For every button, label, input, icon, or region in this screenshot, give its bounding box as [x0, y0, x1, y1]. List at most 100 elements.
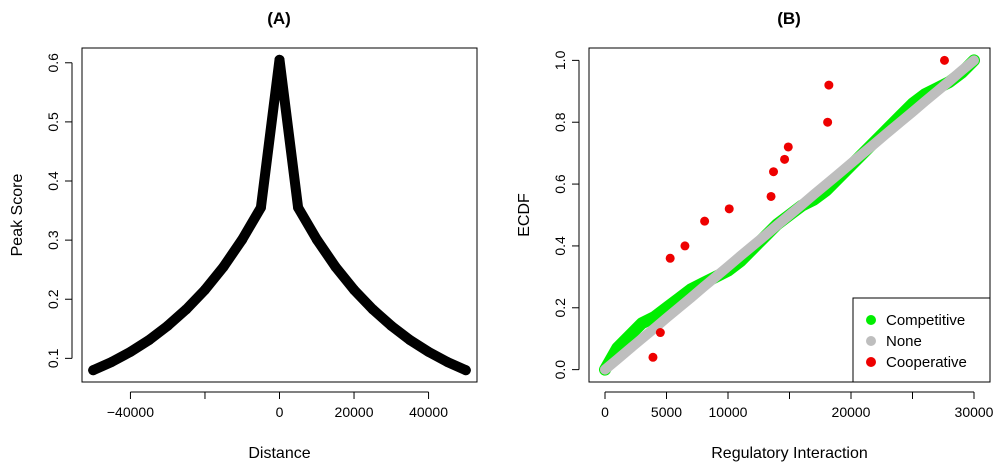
- none-point: [883, 128, 892, 137]
- none-point: [920, 97, 929, 106]
- peak-score-curve: [88, 54, 471, 376]
- x-tick-label: 5000: [651, 404, 682, 420]
- none-point: [785, 211, 794, 219]
- legend-label-none: None: [886, 333, 922, 350]
- y-tick-label: 0.2: [552, 298, 568, 318]
- x-axis-label: Regulatory Interaction: [711, 445, 868, 462]
- competitive-point: [650, 313, 659, 322]
- peak-score-point: [88, 365, 99, 376]
- none-point: [600, 365, 609, 374]
- cooperative-point: [648, 352, 658, 362]
- none-point: [871, 138, 880, 147]
- peak-score-point: [162, 320, 173, 331]
- cooperative-point: [824, 80, 834, 90]
- y-tick-label: 0.6: [45, 53, 61, 73]
- peak-score-point: [386, 320, 397, 331]
- peak-score-point: [442, 356, 453, 367]
- none-point: [662, 313, 671, 322]
- x-tick-label: 20000: [335, 404, 374, 420]
- legend-marker-none: [866, 336, 876, 346]
- cooperative-point: [655, 328, 665, 338]
- peak-score-point: [349, 284, 360, 295]
- x-tick-label: 0: [601, 404, 609, 420]
- none-point: [859, 149, 868, 158]
- peak-score-point: [181, 304, 192, 315]
- peak-score-point: [106, 356, 117, 367]
- none-point: [908, 108, 917, 117]
- y-tick-label: 0.5: [45, 112, 61, 132]
- peak-score-point: [274, 54, 285, 65]
- cooperative-point: [724, 204, 734, 214]
- legend-marker-cooperative: [866, 357, 876, 367]
- none-point: [674, 303, 683, 312]
- peak-score-point: [367, 304, 378, 315]
- none-point: [797, 200, 806, 209]
- peak-score-point: [218, 261, 229, 272]
- none-point: [736, 252, 745, 261]
- competitive-point: [613, 343, 622, 352]
- legend: Competitive None Cooperative: [852, 297, 991, 383]
- y-tick-label: 1.0: [552, 50, 568, 70]
- none-point: [945, 77, 954, 86]
- cooperative-point: [769, 167, 779, 177]
- y-tick-label: 0.3: [45, 230, 61, 250]
- legend-marker-competitive: [866, 315, 876, 325]
- y-tick-label: 0.0: [552, 360, 568, 380]
- cooperative-point: [783, 142, 793, 152]
- peak-score-point: [255, 202, 266, 213]
- peak-score-point: [423, 346, 434, 357]
- none-point: [711, 272, 720, 281]
- peak-score-point: [293, 202, 304, 213]
- x-tick-label: −40000: [107, 404, 154, 420]
- x-tick-label: 0: [276, 404, 284, 420]
- none-point: [834, 169, 843, 178]
- y-tick-label: 0.1: [45, 348, 61, 368]
- none-point: [637, 334, 646, 343]
- cooperative-point: [700, 216, 710, 226]
- peak-score-point: [144, 335, 155, 346]
- cooperative-point: [939, 55, 949, 65]
- none-point: [896, 118, 905, 127]
- none-point: [822, 180, 831, 189]
- y-axis-label: ECDF: [516, 193, 533, 237]
- none-point: [957, 66, 966, 75]
- peak-score-point: [199, 284, 210, 295]
- peak-score-point: [237, 234, 248, 245]
- x-tick-label: 10000: [709, 404, 748, 420]
- y-tick-label: 0.2: [45, 289, 61, 309]
- peak-score-point: [311, 234, 322, 245]
- none-point: [970, 56, 979, 65]
- plot-frame: [81, 47, 478, 383]
- y-axis-label: Peak Score: [9, 174, 26, 257]
- y-tick-label: 0.8: [552, 112, 568, 132]
- chart-title: (A): [267, 9, 291, 28]
- none-point: [613, 355, 622, 364]
- y-tick-label: 0.4: [552, 236, 568, 256]
- competitive-point: [625, 331, 634, 340]
- none-point: [687, 293, 696, 302]
- none-point: [625, 344, 634, 353]
- cooperative-point: [780, 154, 790, 164]
- peak-score-point: [125, 346, 136, 357]
- none-point: [650, 324, 659, 333]
- x-tick-label: 40000: [409, 404, 448, 420]
- peak-score-point: [404, 335, 415, 346]
- cooperative-point: [766, 191, 776, 201]
- y-tick-label: 0.6: [552, 174, 568, 194]
- cooperative-point: [665, 253, 675, 263]
- none-point: [810, 190, 819, 199]
- peak-score-point: [330, 261, 341, 272]
- x-tick-label: 20000: [832, 404, 871, 420]
- none-point: [748, 241, 757, 250]
- panel-b: (B) 0 5000 10000 20000 30000 0.0 0.2 0.4 0.6 0.8 1.…: [516, 9, 994, 462]
- none-point: [760, 231, 769, 240]
- legend-label-competitive: Competitive: [886, 312, 965, 329]
- none-point: [699, 283, 708, 292]
- peak-score-point: [460, 365, 471, 376]
- x-axis-label: Distance: [248, 445, 310, 462]
- competitive-point: [662, 303, 671, 312]
- none-point: [847, 159, 856, 168]
- panel-a: (A) −40000 0 20000 40000 0.1 0.2 0.3 0.4 0.5 0.6 Di…: [9, 9, 478, 462]
- legend-label-cooperative: Cooperative: [886, 354, 967, 371]
